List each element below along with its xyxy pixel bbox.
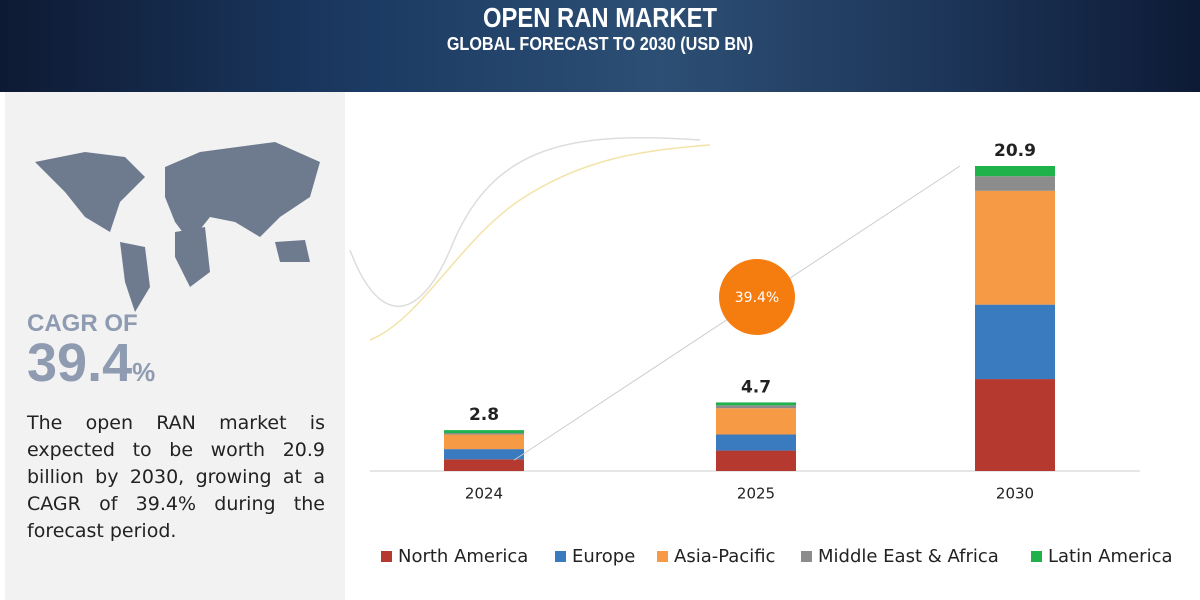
bar-segment [975, 304, 1055, 380]
bar-segment [444, 434, 524, 450]
total-label: 20.9 [994, 141, 1036, 161]
title: OPEN RAN MARKET [482, 2, 718, 33]
legend-swatch [381, 551, 392, 562]
legend-swatch [1031, 551, 1042, 562]
bar-segment [444, 433, 524, 435]
total-label: 4.7 [741, 377, 771, 397]
bar-segment [716, 450, 796, 471]
decor-curve [349, 136, 701, 307]
bar-segment [975, 176, 1055, 191]
bar-segment [975, 166, 1055, 177]
sidebar: CAGR OF 39.4% The open RAN market is exp… [5, 92, 345, 600]
legend-swatch [555, 551, 566, 562]
x-tick-label: 2025 [737, 485, 775, 503]
bar-segment [716, 408, 796, 435]
decor-curve [369, 144, 711, 341]
cagr-number: 39.4 [27, 333, 133, 393]
bar-segment [444, 459, 524, 471]
continents [35, 142, 320, 312]
bar-segment [975, 190, 1055, 305]
subtitle: GLOBAL FORECAST TO 2030 (USD BN) [446, 34, 754, 54]
x-tick-label: 2024 [465, 485, 503, 503]
legend-label: Asia-Pacific [674, 546, 775, 567]
bar-segment [444, 430, 524, 434]
bar-segment [444, 449, 524, 460]
legend-label: North America [398, 546, 528, 567]
cagr-label: CAGR OF [27, 310, 138, 337]
bar-segment [716, 405, 796, 409]
header: OPEN RAN MARKET GLOBAL FORECAST TO 2030 … [0, 0, 1200, 92]
x-tick-label: 2030 [996, 485, 1034, 503]
cagr-unit: % [132, 357, 156, 387]
legend-label: Latin America [1048, 546, 1173, 567]
cagr-value: 39.4% [27, 332, 155, 394]
bar-segment [975, 379, 1055, 471]
legend-label: Europe [572, 546, 635, 567]
trend-line [513, 165, 961, 461]
world-map [35, 142, 320, 312]
bar-segment [716, 434, 796, 451]
legend-label: Middle East & Africa [818, 546, 999, 567]
cagr-bubble [719, 259, 795, 335]
legend-swatch [657, 551, 668, 562]
total-label: 2.8 [469, 405, 499, 425]
legend-swatch [801, 551, 812, 562]
bar-segment [716, 402, 796, 406]
description: The open RAN market is expected to be wo… [27, 412, 325, 542]
cagr-bubble-label: 39.4% [735, 290, 779, 306]
